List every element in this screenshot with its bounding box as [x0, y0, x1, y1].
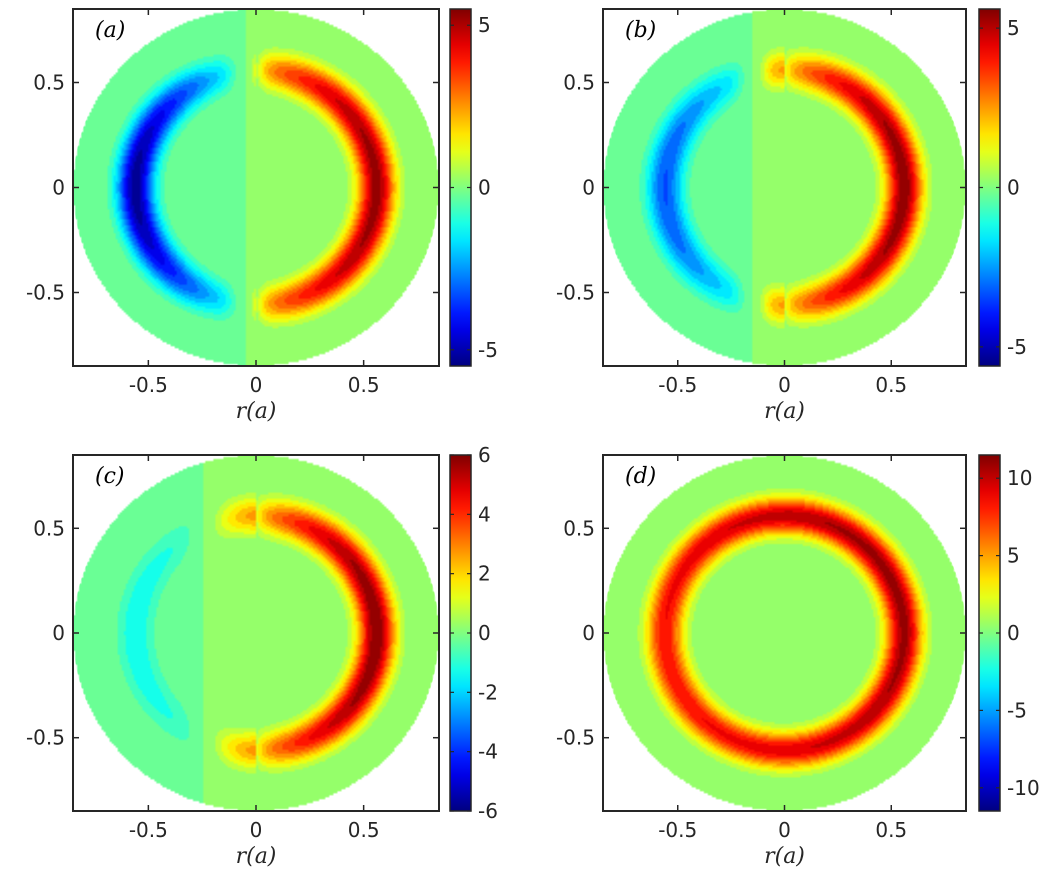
x-tick-label: 0.5	[875, 818, 907, 842]
colorbar-tick-label: -10	[1007, 776, 1040, 800]
x-tick-label: 0.5	[348, 373, 380, 397]
field-c	[73, 455, 439, 811]
y-tick-label: 0.5	[33, 71, 65, 95]
x-axis-label-d: r(a)	[764, 844, 805, 869]
x-tick-label: -0.5	[658, 373, 697, 397]
colorbar-tick-label: 5	[1007, 16, 1020, 40]
panel-label-d: (d)	[625, 464, 656, 489]
field-b	[603, 9, 966, 366]
y-tick-label: 0	[582, 176, 595, 200]
x-tick-label: 0	[250, 818, 263, 842]
panel-label-b: (b)	[625, 18, 656, 43]
colorbar-tick-label: 0	[478, 176, 491, 200]
field-image	[73, 455, 439, 811]
y-tick-label: 0	[52, 621, 65, 645]
colorbar-tick-label: -5	[478, 338, 498, 362]
x-tick-label: 0	[778, 818, 791, 842]
field-d	[603, 455, 966, 811]
colorbar-tick-label: -4	[478, 740, 498, 764]
y-tick-label: -0.5	[556, 726, 595, 750]
x-tick-label: 0	[778, 373, 791, 397]
panel-label-c: (c)	[95, 464, 125, 489]
panel-b: -0.5 0 0.5 0.5 0 -0.5 (b) r(a) 5 0 -5	[556, 8, 1027, 424]
colorbar-tick-label: 0	[478, 621, 491, 645]
y-tick-label: 0.5	[563, 71, 595, 95]
colorbar-tick-label: -6	[478, 799, 498, 823]
colorbar-ticks-d: 10 5 0 -5 -10	[979, 466, 1040, 800]
x-tick-label: 0	[250, 373, 263, 397]
ticks-d: -0.5 0 0.5 0.5 0 -0.5	[556, 455, 966, 842]
x-axis-label-c: r(a)	[236, 844, 277, 869]
panel-a: -0.5 0 0.5 0.5 0 -0.5 (a) r(a) 5 0 -5	[26, 8, 498, 424]
y-tick-label: 0	[582, 621, 595, 645]
colorbar-tick-label: 5	[478, 13, 491, 37]
x-tick-label: 0.5	[875, 373, 907, 397]
field-image	[603, 9, 966, 366]
x-axis-label-a: r(a)	[236, 399, 277, 424]
field-image	[603, 455, 966, 811]
colorbar-tick-label: -5	[1007, 698, 1027, 722]
x-tick-label: -0.5	[129, 373, 168, 397]
field-a	[73, 9, 439, 366]
colorbar-ticks-a: 5 0 -5	[450, 13, 498, 362]
colorbar-ticks-c: 6 4 2 0 -2 -4 -6	[450, 443, 498, 823]
x-tick-label: 0.5	[348, 818, 380, 842]
panel-c: -0.5 0 0.5 0.5 0 -0.5 (c) r(a) 6 4 2 0 -2 -4 -6	[26, 443, 498, 869]
panel-label-a: (a)	[95, 18, 125, 43]
colorbar-tick-label: -5	[1007, 335, 1027, 359]
x-axis-label-b: r(a)	[764, 399, 805, 424]
y-tick-label: 0	[52, 176, 65, 200]
colorbar-tick-label: 6	[478, 443, 491, 467]
colorbar-tick-label: 0	[1007, 621, 1020, 645]
y-tick-label: 0.5	[33, 516, 65, 540]
x-tick-label: -0.5	[658, 818, 697, 842]
y-tick-label: 0.5	[563, 516, 595, 540]
ticks-a: -0.5 0 0.5 0.5 0 -0.5	[26, 9, 439, 397]
ticks-b: -0.5 0 0.5 0.5 0 -0.5	[556, 9, 966, 397]
colorbar-tick-label: 0	[1007, 176, 1020, 200]
y-tick-label: -0.5	[26, 281, 65, 305]
colorbar-tick-label: 5	[1007, 544, 1020, 568]
colorbar-tick-label: 4	[478, 502, 491, 526]
colorbar-tick-label: -2	[478, 680, 498, 704]
panel-d: -0.5 0 0.5 0.5 0 -0.5 (d) r(a) 10 5 0 -5 -10	[556, 454, 1040, 869]
field-image	[73, 9, 439, 366]
x-tick-label: -0.5	[129, 818, 168, 842]
colorbar-ticks-b: 5 0 -5	[979, 16, 1027, 359]
y-tick-label: -0.5	[26, 726, 65, 750]
colorbar-tick-label: 10	[1007, 466, 1032, 490]
ticks-c: -0.5 0 0.5 0.5 0 -0.5	[26, 455, 439, 842]
colorbar-tick-label: 2	[478, 562, 491, 586]
y-tick-label: -0.5	[556, 281, 595, 305]
